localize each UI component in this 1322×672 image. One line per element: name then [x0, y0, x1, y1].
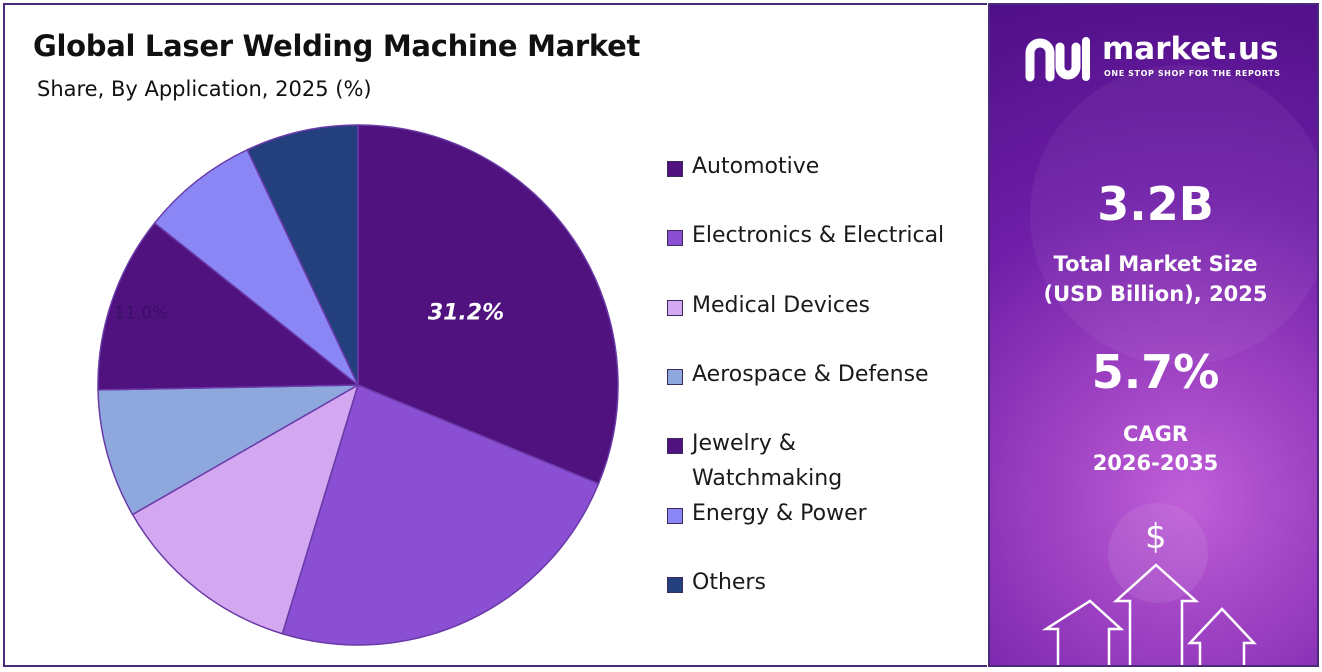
- legend-item-electronics: Electronics & Electrical: [667, 223, 982, 253]
- slice-data-label: 31.2%: [428, 301, 504, 326]
- pie-chart: 31.2% 11.0%: [97, 124, 619, 646]
- market-size-label-line1: Total Market Size: [1053, 252, 1258, 276]
- legend-label: Medical Devices: [692, 293, 870, 318]
- legend-swatch: [667, 508, 683, 524]
- cagr-label-line2: 2026-2035: [1092, 451, 1219, 475]
- cagr-label-line1: CAGR: [1122, 422, 1189, 446]
- summary-panel: market.us ONE STOP SHOP FOR THE REPORTS …: [988, 3, 1319, 667]
- growth-arrows-icon: [1041, 563, 1257, 665]
- legend-swatch: [667, 369, 683, 385]
- legend-label: Electronics & Electrical: [692, 223, 945, 248]
- pie-slice-medical-devices: [131, 383, 360, 635]
- pie-slice-electronics-electrical: [281, 383, 600, 646]
- chart-title: Global Laser Welding Machine Market: [33, 29, 641, 63]
- pie-slice-energy-power: [153, 148, 359, 386]
- legend-label: Aerospace & Defense: [692, 362, 929, 387]
- legend-swatch: [667, 230, 683, 246]
- legend-label: Others: [692, 570, 766, 595]
- coin-circle-icon: [1108, 503, 1208, 603]
- market-size-value: 3.2B: [1097, 177, 1214, 231]
- market-size-label-line2: (USD Billion), 2025: [1043, 282, 1268, 306]
- market-us-logo-icon: [1025, 37, 1090, 82]
- pie-slice-automotive: [357, 124, 619, 485]
- brand-logo: market.us ONE STOP SHOP FOR THE REPORTS: [1024, 31, 1314, 93]
- legend-item-aerospace: Aerospace & Defense: [667, 362, 982, 392]
- legend-item-medical: Medical Devices: [667, 293, 982, 323]
- background-glow: [1030, 65, 1317, 365]
- slice-data-label: 11.0%: [114, 304, 168, 324]
- dollar-icon: $: [1145, 517, 1167, 557]
- legend-label: Automotive: [692, 154, 820, 179]
- pie-slice-jewelry-watchmaking: [97, 222, 361, 391]
- pie-slice-aerospace-defense: [97, 384, 359, 516]
- legend-item-energy: Energy & Power: [667, 501, 982, 531]
- legend-label: Jewelry & Watchmaking: [692, 431, 843, 491]
- legend-item-automotive: Automotive: [667, 154, 982, 184]
- legend-item-jewelry: Jewelry & Watchmaking: [667, 431, 892, 496]
- brand-name: market.us: [1102, 31, 1279, 67]
- cagr-value: 5.7%: [1091, 345, 1220, 399]
- legend-swatch: [667, 438, 683, 454]
- legend-item-others: Others: [667, 570, 982, 600]
- legend-swatch: [667, 577, 683, 593]
- legend-swatch: [667, 300, 683, 316]
- brand-tagline: ONE STOP SHOP FOR THE REPORTS: [1104, 69, 1281, 78]
- chart-subtitle: Share, By Application, 2025 (%): [37, 77, 372, 101]
- legend-swatch: [667, 161, 683, 177]
- chart-panel: Global Laser Welding Machine Market Shar…: [3, 3, 987, 667]
- pie-slice-others: [246, 124, 359, 386]
- legend-label: Energy & Power: [692, 501, 867, 526]
